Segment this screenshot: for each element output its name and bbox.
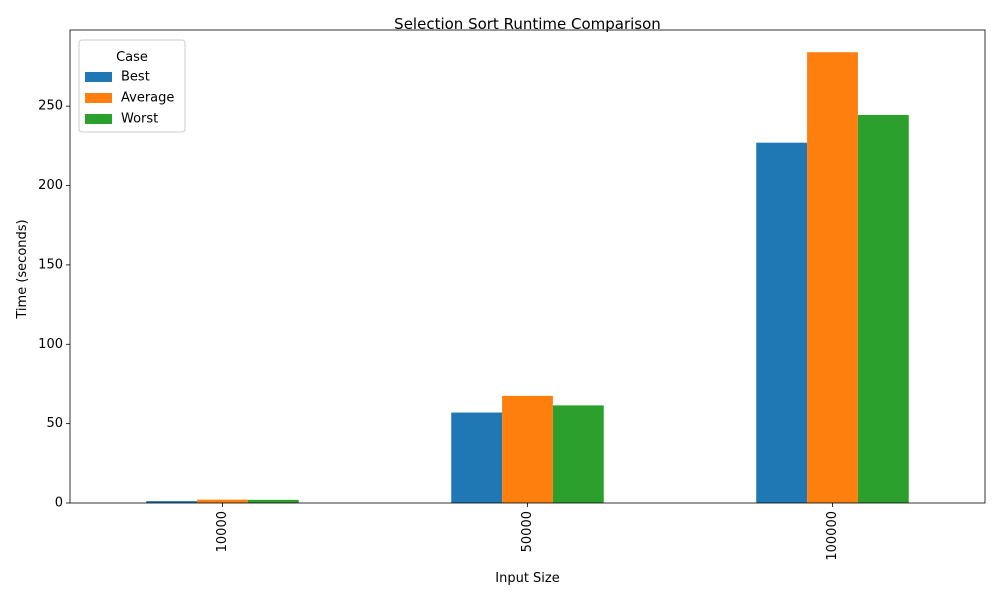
bar-best-10000 <box>146 501 198 503</box>
bar-average-10000 <box>197 499 248 503</box>
chart-title: Selection Sort Runtime Comparison <box>394 15 661 33</box>
bar-worst-100000 <box>857 114 909 504</box>
bar-average-50000 <box>502 395 553 503</box>
bars-layer <box>146 52 909 504</box>
y-tick-label-250: 250 <box>38 99 63 114</box>
bar-best-100000 <box>756 142 808 503</box>
legend-label-average: Average <box>121 91 174 106</box>
bar-average-100000 <box>807 52 858 503</box>
y-axis-title: Time (seconds) <box>15 219 30 319</box>
y-tick-label-0: 0 <box>55 496 63 511</box>
bar-worst-50000 <box>552 405 604 503</box>
legend-label-worst: Worst <box>121 112 158 127</box>
legend-label-best: Best <box>121 70 150 85</box>
legend-title: Case <box>116 50 148 65</box>
y-tick-label-150: 150 <box>38 257 63 272</box>
legend: Case Best Average Worst <box>78 39 186 133</box>
bar-best-50000 <box>451 412 503 503</box>
legend-box <box>78 39 186 133</box>
x-tick-label-100000: 100000 <box>825 511 840 561</box>
legend-items: Best Average Worst <box>85 70 174 127</box>
x-tick-label-50000: 50000 <box>520 511 535 552</box>
y-tick-label-100: 100 <box>38 337 63 352</box>
legend-swatch-average <box>85 93 112 103</box>
plot-frame <box>69 29 986 504</box>
legend-swatch-worst <box>85 114 112 124</box>
bar-worst-10000 <box>247 499 299 503</box>
y-tick-label-50: 50 <box>46 416 63 431</box>
axes-layer: 10000 50000 100000 0 50 100 150 200 250 <box>38 29 986 561</box>
legend-swatch-best <box>85 72 112 82</box>
x-axis-title: Input Size <box>495 571 559 586</box>
y-tick-label-200: 200 <box>38 178 63 193</box>
x-tick-label-10000: 10000 <box>215 511 230 552</box>
